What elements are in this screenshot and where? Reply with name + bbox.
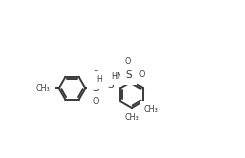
Text: S: S xyxy=(125,70,132,80)
Text: CH₃: CH₃ xyxy=(124,113,139,122)
Text: O: O xyxy=(92,97,99,106)
Text: S: S xyxy=(107,80,114,90)
Text: O: O xyxy=(139,70,145,79)
Text: O: O xyxy=(92,70,99,79)
Text: S: S xyxy=(92,83,99,93)
Text: HN: HN xyxy=(111,72,123,81)
Text: CH₃: CH₃ xyxy=(36,84,51,93)
Text: HN: HN xyxy=(97,76,108,85)
Text: CH₃: CH₃ xyxy=(144,105,159,114)
Text: O: O xyxy=(125,57,131,66)
